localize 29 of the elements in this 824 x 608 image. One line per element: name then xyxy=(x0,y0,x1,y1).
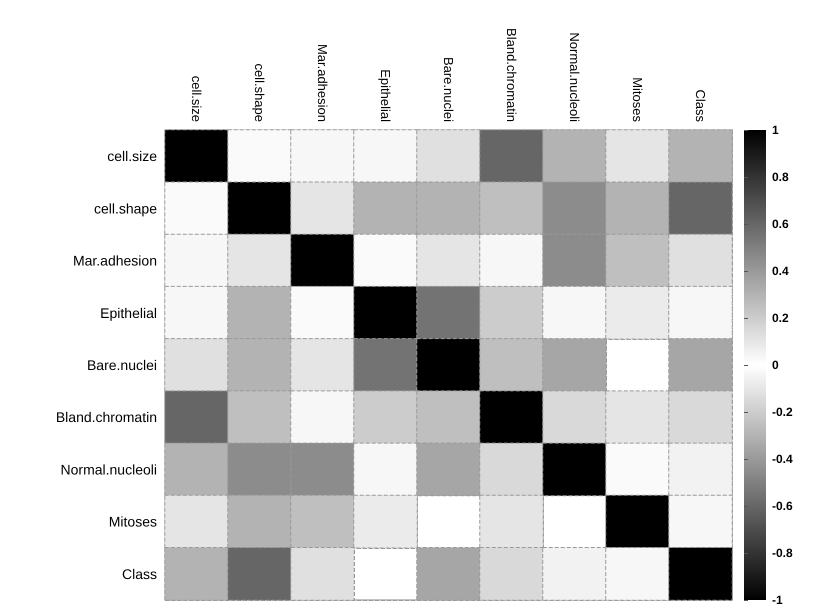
y-tick-label: Mitoses xyxy=(108,514,157,530)
x-tick-label: Mitoses xyxy=(630,77,645,122)
x-tick-label: Normal.nucleoli xyxy=(567,32,582,122)
color-bar-label: -0.8 xyxy=(772,546,794,560)
color-bar-label: -0.4 xyxy=(772,452,794,466)
color-bar-label: 0.6 xyxy=(772,217,790,231)
x-tick-label: cell.shape xyxy=(252,63,267,122)
y-tick-label: Class xyxy=(122,566,157,582)
color-bar-label: 0.2 xyxy=(772,311,790,325)
color-bar-label: 0 xyxy=(772,358,779,372)
x-tick-label: Class xyxy=(693,89,708,122)
x-tick-label: cell.size xyxy=(189,76,204,122)
color-bar-label: -1 xyxy=(772,593,783,607)
y-tick-label: Bare.nuclei xyxy=(86,357,157,373)
x-tick-label: Mar.adhesion xyxy=(315,44,330,122)
color-bar-label: 0.8 xyxy=(772,170,790,184)
x-tick-label: Epithelial xyxy=(378,69,393,122)
y-tick-label: Bland.chromatin xyxy=(56,409,157,426)
y-tick-label: Epithelial xyxy=(100,304,157,321)
color-bar-label: -0.2 xyxy=(772,405,794,419)
y-tick-label: cell.size xyxy=(107,148,158,164)
y-tick-label: Mar.adhesion xyxy=(72,252,157,269)
color-bar-label: 0.4 xyxy=(772,264,790,278)
color-bar-label: 1 xyxy=(772,123,779,137)
x-tick-label: Bland.chromatin xyxy=(504,28,519,122)
x-tick-label: Bare.nuclei xyxy=(441,56,456,122)
y-tick-label: cell.shape xyxy=(94,200,158,216)
y-tick-label: Normal.nucleoli xyxy=(60,461,157,478)
color-bar-label: -0.6 xyxy=(772,499,794,513)
